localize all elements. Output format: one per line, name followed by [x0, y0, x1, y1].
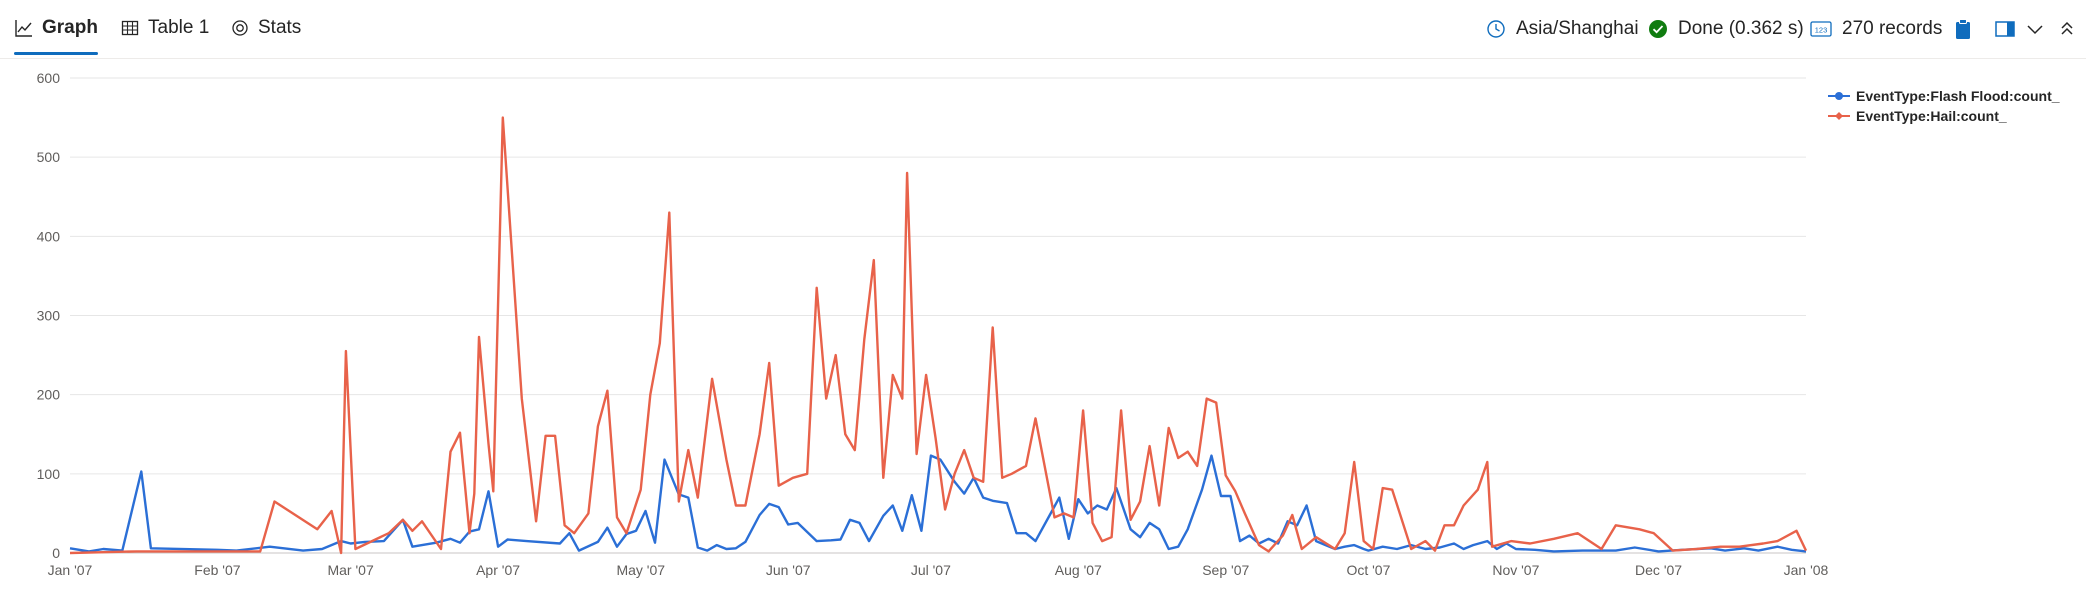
x-tick-label: Jun '07 [766, 562, 811, 578]
record-count: 123 270 records [1810, 0, 1942, 58]
status-text: Done (0.362 s) [1678, 18, 1804, 39]
tab-label: Graph [42, 17, 98, 38]
results-toolbar: Graph Table 1 Stats Asia/Shanghai Done (… [0, 0, 2086, 59]
y-tick-label: 0 [52, 545, 60, 561]
legend-label: EventType:Flash Flood:count_ [1856, 88, 2060, 104]
x-tick-label: May '07 [616, 562, 665, 578]
clipboard-icon[interactable] [1952, 18, 1974, 40]
collapse-up-icon[interactable] [2056, 18, 2078, 40]
tab-label: Stats [258, 17, 302, 38]
query-status: Done (0.362 s) [1648, 0, 1804, 58]
x-tick-label: Dec '07 [1635, 562, 1682, 578]
y-tick-label: 400 [37, 228, 61, 244]
tab-label: Table 1 [148, 17, 210, 38]
tab-table-1[interactable]: Table 1 [120, 0, 209, 56]
x-tick-label: Sep '07 [1202, 562, 1249, 578]
y-tick-label: 200 [37, 387, 61, 403]
table-icon [121, 20, 139, 36]
line-chart: 0 100 200 300 400 500 600 Jan '07 Feb '07 Mar '07… [37, 70, 1829, 578]
tab-graph[interactable]: Graph [14, 0, 98, 56]
x-tick-label: Nov '07 [1492, 562, 1539, 578]
records-text: 270 records [1842, 18, 1943, 39]
x-tick-label: Feb '07 [194, 562, 240, 578]
legend-marker-flash-flood [1828, 92, 1850, 100]
checkmark-circle-icon [1649, 20, 1667, 38]
chevron-down-icon[interactable] [2024, 18, 2046, 40]
clock-icon [1487, 20, 1505, 38]
panel-layout-icon[interactable] [1994, 18, 2016, 40]
legend-label: EventType:Hail:count_ [1856, 108, 2007, 124]
y-tick-label: 300 [37, 308, 61, 324]
y-tick-label: 100 [37, 466, 61, 482]
timezone-label: Asia/Shanghai [1516, 18, 1639, 39]
x-tick-label: Aug '07 [1055, 562, 1102, 578]
chart-legend: EventType:Flash Flood:count_ EventType:H… [1828, 86, 2060, 126]
active-tab-indicator [14, 52, 98, 55]
number-badge-icon: 123 [1810, 21, 1832, 37]
x-tick-label: Jan '08 [1784, 562, 1829, 578]
legend-item-hail[interactable]: EventType:Hail:count_ [1828, 106, 2060, 126]
timezone-selector[interactable]: Asia/Shanghai [1486, 0, 1639, 58]
legend-marker-hail [1828, 112, 1850, 120]
legend-item-flash-flood[interactable]: EventType:Flash Flood:count_ [1828, 86, 2060, 106]
x-tick-label: Mar '07 [327, 562, 373, 578]
tab-stats[interactable]: Stats [230, 0, 301, 56]
stats-icon [232, 20, 248, 36]
series-line-hail [69, 116, 1808, 555]
x-tick-label: Oct '07 [1346, 562, 1390, 578]
x-tick-label: Jul '07 [911, 562, 951, 578]
line-chart-icon [15, 20, 32, 37]
y-tick-label: 500 [37, 149, 61, 165]
x-tick-label: Jan '07 [48, 562, 93, 578]
y-tick-label: 600 [37, 70, 61, 86]
x-tick-label: Apr '07 [476, 562, 520, 578]
series-line-flash-flood [69, 454, 1807, 553]
svg-text:123: 123 [1815, 26, 1828, 35]
